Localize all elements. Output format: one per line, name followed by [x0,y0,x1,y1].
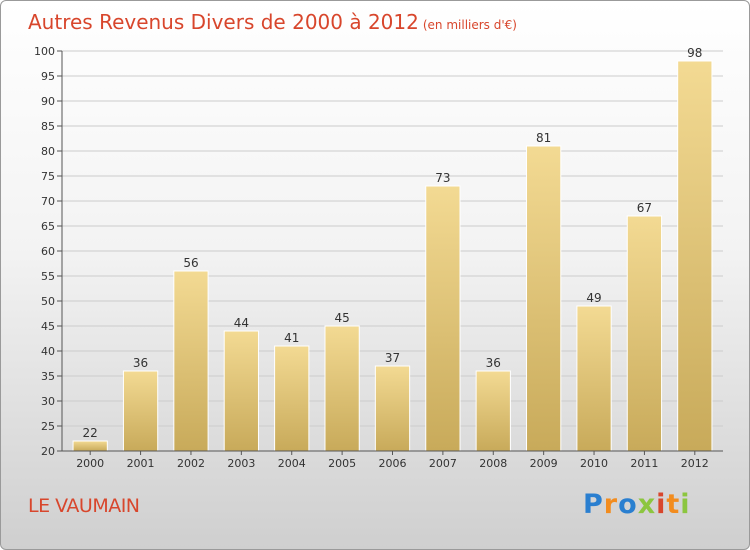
logo-letter: o [618,489,638,520]
chart-unit: (en milliers d'€) [422,18,517,32]
chart-title-text: Autres Revenus Divers de 2000 à 2012 [28,10,419,34]
bar [576,305,612,452]
y-tick-label: 60 [41,245,55,258]
y-tick-label: 65 [41,220,55,233]
bar [374,365,411,452]
x-tick-label: 2005 [328,457,356,470]
x-tick-label: 2002 [177,457,205,470]
y-tick-label: 45 [41,320,55,333]
logo-letter: i [680,489,691,520]
x-tick-label: 2001 [127,457,155,470]
bar-value-label: 45 [334,311,349,325]
bar-value-label: 73 [435,171,450,185]
x-tick-label: 2003 [227,457,255,470]
bar-value-label: 98 [687,46,702,60]
bar-value-label: 22 [83,426,98,440]
y-tick-label: 70 [41,195,55,208]
x-tick-label: 2008 [479,457,507,470]
x-tick-label: 2010 [580,457,608,470]
x-tick-label: 2009 [530,457,558,470]
y-tick-label: 30 [41,395,55,408]
y-tick-label: 90 [41,95,55,108]
bar-value-label: 37 [385,351,400,365]
bar [626,215,663,452]
bar [324,325,360,452]
x-tick-label: 2004 [278,457,306,470]
bar [475,370,511,452]
x-tick-label: 2006 [379,457,407,470]
bar [677,60,713,452]
y-tick-label: 80 [41,145,55,158]
y-tick-label: 55 [41,270,55,283]
bar-value-label: 49 [586,291,601,305]
x-tick-label: 2000 [76,457,104,470]
bar-value-label: 81 [536,131,551,145]
y-tick-label: 85 [41,120,55,133]
x-tick-label: 2007 [429,457,457,470]
bar [173,270,209,452]
bar [72,440,108,452]
logo-letter: t [666,489,681,520]
chart-title: Autres Revenus Divers de 2000 à 2012 (en … [28,10,517,34]
bar-value-label: 44 [234,316,249,330]
bar [425,185,461,452]
bar-value-label: 36 [486,356,501,370]
bar [223,330,259,452]
commune-name: LE VAUMAIN [28,495,140,517]
y-tick-label: 50 [41,295,55,308]
bar-value-label: 56 [183,256,198,270]
bar [526,145,562,452]
x-tick-label: 2011 [630,457,658,470]
logo-letter: r [603,489,619,520]
logo-letter: x [637,489,657,520]
y-tick-label: 95 [41,70,55,83]
y-tick-label: 40 [41,345,55,358]
x-tick-label: 2012 [681,457,709,470]
bar-value-label: 67 [637,201,652,215]
bar-value-label: 41 [284,331,299,345]
y-tick-label: 25 [41,420,55,433]
bar [274,345,310,452]
y-tick-label: 100 [34,45,55,58]
bar [122,370,159,452]
y-tick-label: 75 [41,170,55,183]
y-tick-label: 20 [41,445,55,458]
bar-value-label: 36 [133,356,148,370]
proxiti-logo: Proxiti [583,489,691,520]
logo-letter: i [656,489,667,520]
y-tick-label: 35 [41,370,55,383]
logo-letter: P [583,489,604,520]
